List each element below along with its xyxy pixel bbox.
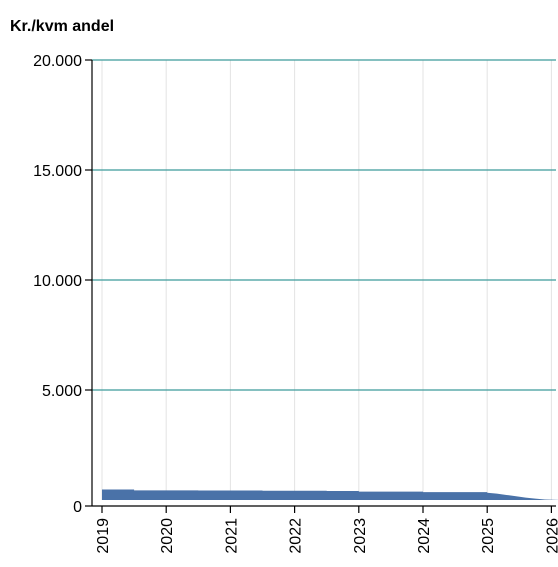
x-tick-label-2023: 2023: [352, 518, 369, 554]
x-tick-label-2019: 2019: [95, 518, 112, 554]
axes: [91, 60, 556, 507]
y-tick-label-0: 0: [73, 499, 82, 516]
area-series-0: [102, 489, 558, 500]
x-axis-ticks: 2019 2020 2021 2022 2023 2024 2025 2026: [95, 506, 558, 554]
x-tick-label-2024: 2024: [416, 518, 433, 554]
y-tick-label-10.000: 10.000: [33, 273, 82, 290]
x-tick-label-2020: 2020: [159, 518, 176, 554]
y-tick-label-5.000: 5.000: [42, 383, 82, 400]
y-tick-label-20.000: 20.000: [33, 53, 82, 70]
x-tick-label-2021: 2021: [223, 518, 240, 554]
horizontal-grid-lines: [92, 59, 556, 391]
x-tick-label-2022: 2022: [288, 518, 305, 554]
y-axis-ticks: 0 5.000 10.000 15.000 20.000: [33, 53, 92, 516]
x-tick-label-2026: 2026: [544, 518, 558, 554]
x-tick-label-2025: 2025: [480, 518, 497, 554]
y-tick-label-15.000: 15.000: [33, 163, 82, 180]
chart-title: Kr./kvm andel: [10, 18, 115, 35]
area-series: [102, 489, 558, 500]
